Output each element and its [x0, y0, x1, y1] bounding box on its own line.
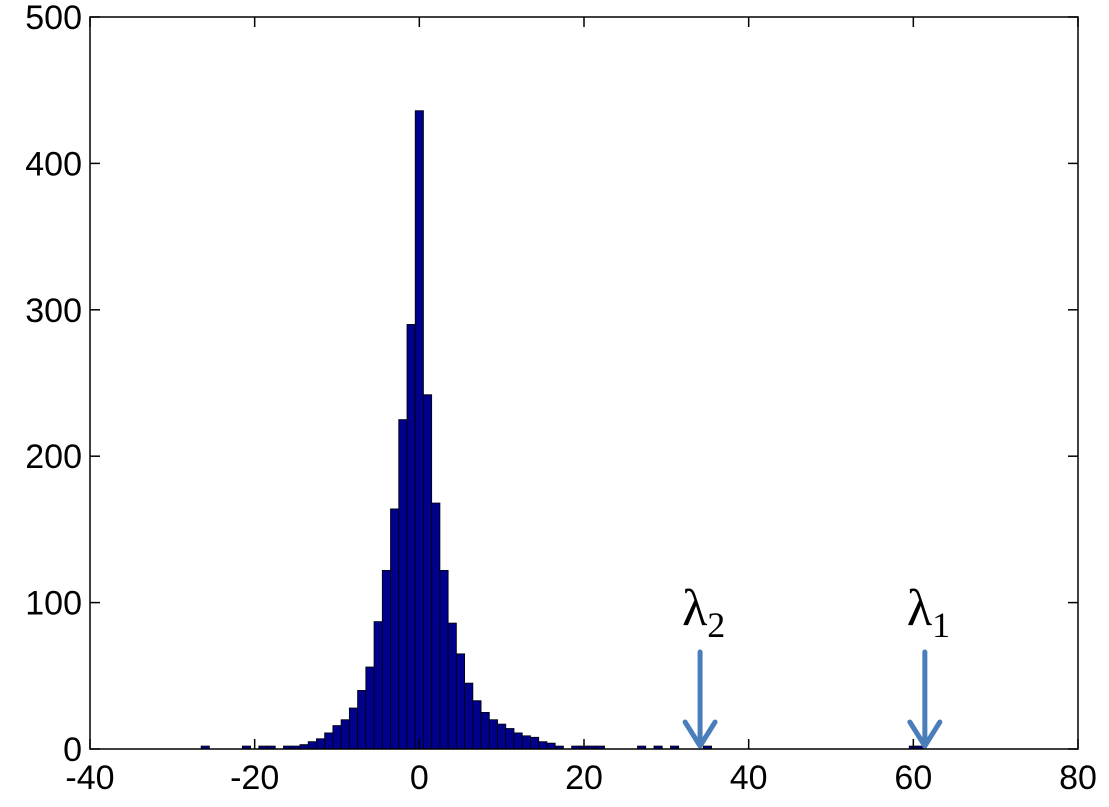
y-tick-label: 200	[25, 438, 82, 476]
y-tick-label: 400	[25, 145, 82, 183]
bar	[423, 394, 433, 750]
bar	[464, 682, 474, 750]
bar	[488, 719, 498, 750]
y-tick-label: 300	[25, 292, 82, 330]
y-tick-label: 500	[25, 0, 82, 37]
bar	[373, 621, 383, 750]
x-tick-label: 40	[730, 759, 768, 797]
x-tick-label: -40	[65, 759, 114, 797]
bar	[497, 723, 507, 750]
bar	[439, 569, 449, 750]
bar	[472, 700, 482, 750]
bar	[480, 712, 490, 750]
annotation-subscript: 1	[932, 605, 950, 645]
annotation-label: λ2	[682, 580, 725, 645]
bar	[521, 735, 531, 750]
bar	[530, 736, 540, 750]
bar	[381, 569, 391, 750]
bar	[406, 324, 416, 750]
x-tick-label: 0	[410, 759, 429, 797]
annotation-arrow	[682, 649, 718, 749]
bar	[455, 653, 466, 750]
bar	[513, 732, 523, 750]
annotation-symbol: λ	[682, 580, 707, 637]
x-tick-label: -20	[230, 759, 279, 797]
bar	[390, 508, 400, 750]
bar	[340, 719, 350, 750]
bar	[357, 690, 367, 750]
bar	[398, 419, 408, 750]
bar	[307, 741, 317, 750]
annotation-label: λ1	[907, 580, 950, 645]
bar	[316, 738, 326, 750]
bar	[431, 502, 441, 750]
annotation-subscript: 2	[707, 605, 725, 645]
y-tick-label: 0	[63, 731, 82, 769]
bar	[414, 110, 424, 750]
bar	[365, 666, 375, 750]
bar	[332, 725, 342, 750]
bar	[447, 622, 457, 750]
x-tick-label: 20	[565, 759, 603, 797]
bar	[348, 707, 358, 750]
annotation: λ2	[682, 580, 725, 749]
plot-frame	[89, 16, 1079, 750]
x-tick-label: 60	[894, 759, 932, 797]
x-tick-label: 80	[1059, 759, 1097, 797]
annotation-symbol: λ	[907, 580, 932, 637]
bar	[546, 742, 556, 750]
bar	[538, 741, 548, 750]
annotation-arrow	[907, 649, 943, 749]
y-tick-label: 100	[25, 585, 82, 623]
annotation: λ1	[907, 580, 950, 749]
bar	[505, 728, 515, 750]
bar	[324, 732, 334, 750]
